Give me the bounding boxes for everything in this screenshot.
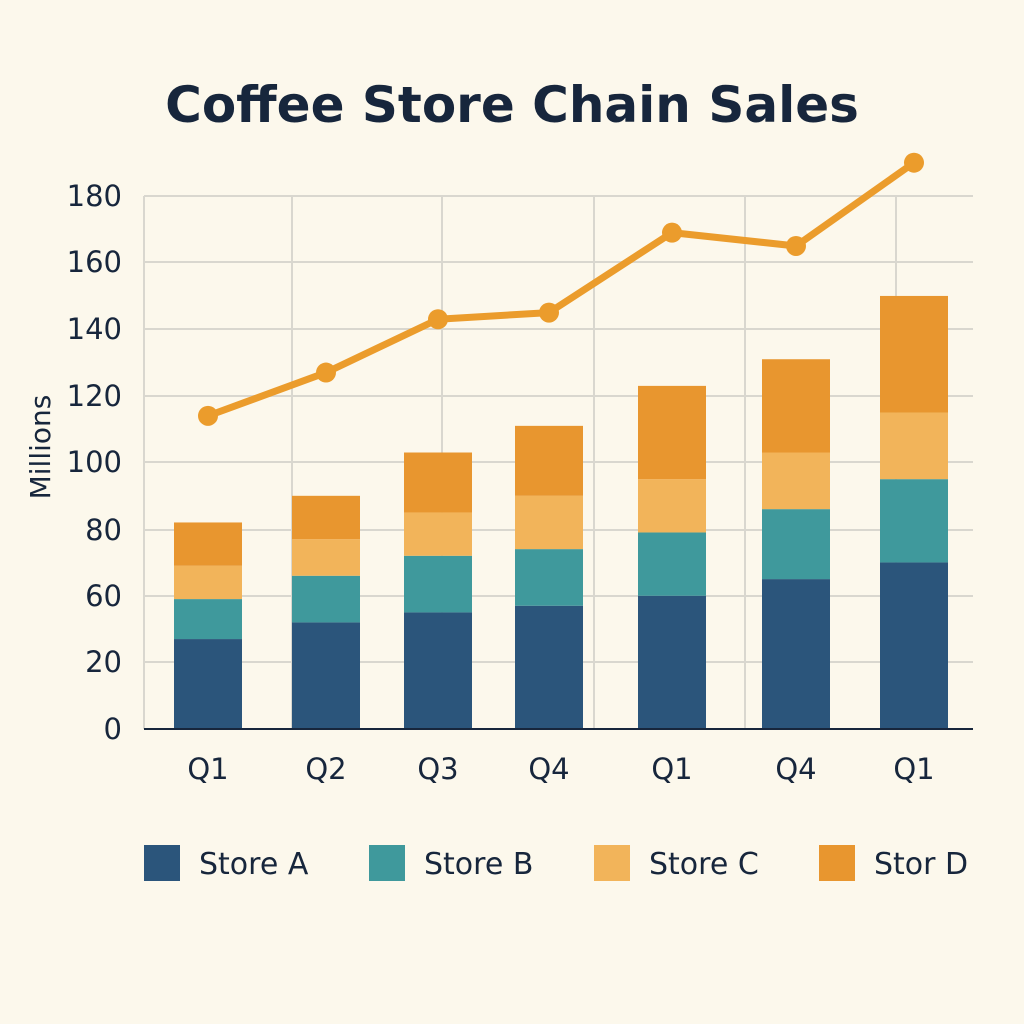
y-tick-label: 80 xyxy=(85,513,122,547)
bar-segment xyxy=(880,562,948,729)
bar-segment xyxy=(292,495,360,540)
bar-segment xyxy=(515,425,583,496)
x-tick-label: Q4 xyxy=(528,752,569,786)
legend-label: Stor D xyxy=(874,847,968,882)
y-axis-ticks: 0 20 60 80 100 120 140 160 180 xyxy=(67,179,122,746)
y-tick-label: 160 xyxy=(67,245,122,279)
bar-segment xyxy=(404,612,472,729)
bar-segment xyxy=(762,579,830,729)
bar-segment xyxy=(762,509,830,580)
y-tick-label: 0 xyxy=(104,712,122,746)
bar-segment xyxy=(174,565,242,600)
legend-label: Store A xyxy=(199,847,309,882)
bar-segment xyxy=(292,622,360,729)
bar-segment xyxy=(515,495,583,550)
line-point xyxy=(786,235,806,256)
line-point xyxy=(316,362,336,383)
bar-segment xyxy=(404,452,472,513)
line-point xyxy=(904,152,924,173)
x-tick-label: Q1 xyxy=(893,752,934,786)
legend-swatch xyxy=(819,845,855,881)
bar-segment xyxy=(404,555,472,613)
bar-segment xyxy=(880,412,948,480)
bar-segment xyxy=(404,512,472,556)
bar-segment xyxy=(638,479,706,533)
y-tick-label: 100 xyxy=(67,445,122,479)
bar-segment xyxy=(515,549,583,606)
y-tick-label: 180 xyxy=(67,179,122,213)
line-point xyxy=(539,302,559,323)
bar-segment xyxy=(638,532,706,596)
bar-segment xyxy=(292,575,360,623)
legend-swatch xyxy=(369,845,405,881)
x-tick-label: Q2 xyxy=(305,752,346,786)
legend-label: Store C xyxy=(649,847,759,882)
legend-swatch xyxy=(144,845,180,881)
bar-stacks xyxy=(174,295,948,729)
bar-segment xyxy=(638,385,706,480)
x-tick-label: Q3 xyxy=(417,752,458,786)
bar-segment xyxy=(762,359,830,453)
total-line xyxy=(198,152,924,426)
bar-segment xyxy=(515,605,583,729)
bar-segment xyxy=(762,452,830,510)
bar-segment xyxy=(880,295,948,413)
bar-segment xyxy=(174,599,242,640)
legend-swatch xyxy=(594,845,630,881)
bar-segment xyxy=(880,479,948,563)
chart-title: Coffee Store Chain Sales xyxy=(165,76,859,134)
y-tick-label: 120 xyxy=(67,379,122,413)
x-tick-label: Q1 xyxy=(187,752,228,786)
legend: Store A Store B Store C Stor D xyxy=(144,845,968,882)
bar-segment xyxy=(174,639,242,729)
bar-segment xyxy=(292,539,360,576)
line-point xyxy=(428,309,448,330)
y-tick-label: 20 xyxy=(85,645,122,679)
legend-label: Store B xyxy=(424,847,533,882)
x-axis-ticks: Q1 Q2 Q3 Q4 Q1 Q4 Q1 xyxy=(187,752,934,786)
y-tick-label: 140 xyxy=(67,312,122,346)
x-tick-label: Q4 xyxy=(775,752,816,786)
y-axis-title: Millions xyxy=(24,395,57,500)
x-tick-label: Q1 xyxy=(651,752,692,786)
bar-segment xyxy=(638,595,706,729)
y-tick-label: 60 xyxy=(85,579,122,613)
line-point xyxy=(198,405,218,426)
bar-segment xyxy=(174,522,242,566)
line-point xyxy=(662,222,682,243)
